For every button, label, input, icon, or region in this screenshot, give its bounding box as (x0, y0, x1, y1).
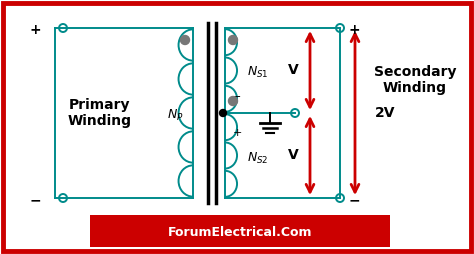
Text: +: + (348, 23, 360, 37)
Bar (90, 215, 390, 247)
Text: −: − (29, 193, 41, 207)
Text: V: V (288, 148, 298, 162)
Text: Primary
Winding: Primary Winding (68, 98, 132, 128)
Circle shape (228, 36, 237, 44)
Text: V: V (288, 63, 298, 77)
Circle shape (228, 97, 237, 105)
Text: $N_{S1}$: $N_{S1}$ (247, 65, 269, 80)
Circle shape (219, 109, 227, 117)
Text: ForumElectrical.Com: ForumElectrical.Com (168, 226, 312, 239)
Text: −: − (232, 92, 242, 102)
Text: 2V: 2V (375, 106, 395, 120)
Circle shape (181, 36, 190, 44)
Text: −: − (348, 193, 360, 207)
Text: +: + (232, 128, 242, 138)
Text: +: + (29, 23, 41, 37)
Text: $N_P$: $N_P$ (167, 107, 183, 122)
Text: Secondary
Winding: Secondary Winding (374, 65, 456, 95)
Text: $N_{S2}$: $N_{S2}$ (247, 150, 269, 166)
